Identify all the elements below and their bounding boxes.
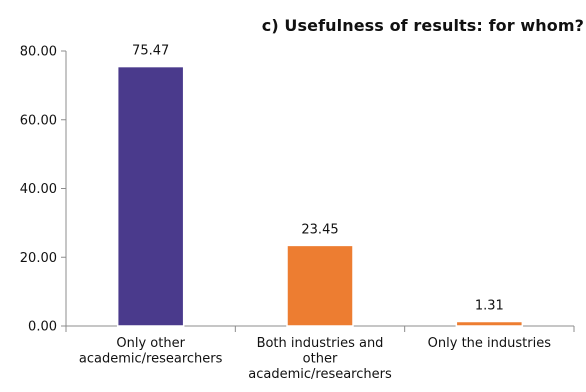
bar: [286, 244, 354, 327]
y-tick-label: 80.00: [20, 45, 57, 60]
y-tick-label: 0.00: [28, 320, 57, 335]
y-tick-label: 60.00: [20, 113, 57, 128]
y-tick-label: 20.00: [20, 251, 57, 266]
data-label: 23.45: [301, 222, 338, 237]
x-tick-label: Only other: [116, 336, 185, 351]
bar: [116, 65, 185, 327]
y-tick-label: 40.00: [20, 182, 57, 197]
bar: [455, 320, 524, 327]
x-tick-label: Only the industries: [428, 336, 552, 351]
x-tick-label: academic/researchers: [248, 367, 392, 382]
data-label: 75.47: [132, 44, 169, 59]
x-tick-label: other: [303, 352, 338, 367]
x-tick-label: academic/researchers: [79, 352, 223, 367]
x-tick-label: Both industries and: [257, 336, 384, 351]
data-label: 1.31: [475, 298, 504, 313]
chart-title: c) Usefulness of results: for whom?: [261, 16, 584, 35]
